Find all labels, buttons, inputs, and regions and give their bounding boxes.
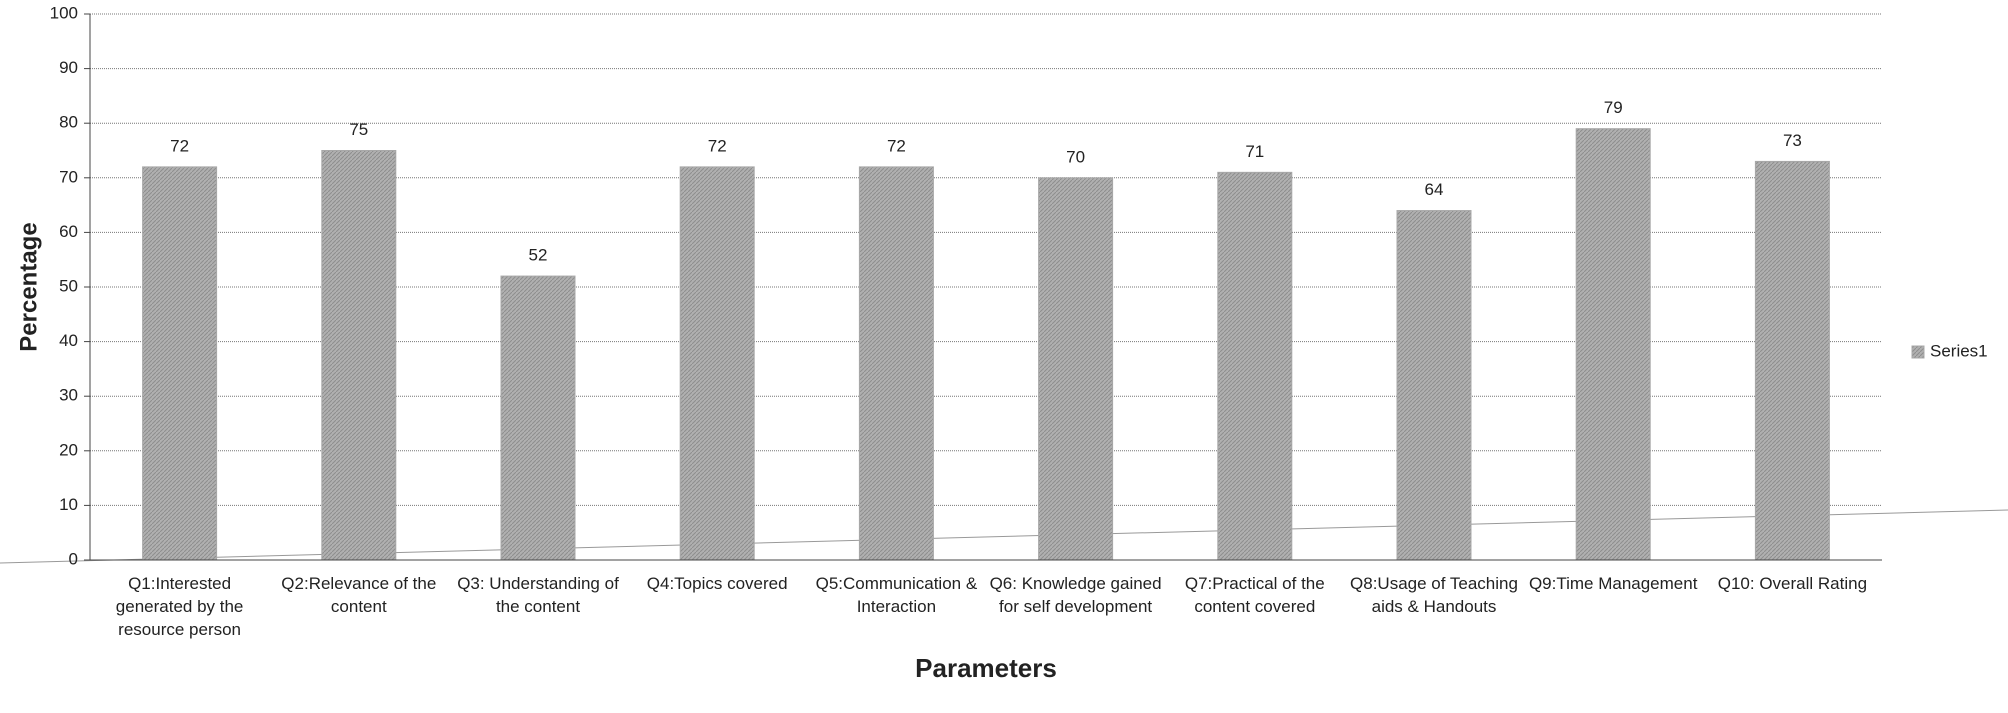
x-tick-label: Q10: Overall Rating bbox=[1717, 574, 1868, 593]
x-tick-label: Q1:Interested generated by the resource … bbox=[115, 574, 244, 639]
x-tick-label: Q8:Usage of Teaching aids & Handouts bbox=[1350, 574, 1518, 616]
x-axis-label: Parameters bbox=[915, 653, 1057, 683]
value-label: 73 bbox=[1783, 131, 1802, 150]
value-label: 72 bbox=[887, 136, 906, 155]
x-tick-label: Q2:Relevance of the content bbox=[281, 574, 437, 616]
y-tick-label: 20 bbox=[59, 440, 78, 459]
bar bbox=[1575, 128, 1651, 561]
y-tick-label: 100 bbox=[50, 3, 78, 22]
value-label: 75 bbox=[349, 120, 368, 139]
legend-label: Series1 bbox=[1930, 341, 1988, 360]
bar bbox=[1217, 171, 1293, 561]
decor-line bbox=[0, 509, 2008, 564]
y-tick-label: 50 bbox=[59, 276, 78, 295]
value-label: 70 bbox=[1066, 147, 1085, 166]
bar bbox=[321, 150, 397, 561]
value-label: 64 bbox=[1425, 180, 1444, 199]
bar bbox=[500, 275, 576, 561]
value-label: 79 bbox=[1604, 98, 1623, 117]
value-label: 52 bbox=[529, 246, 548, 265]
value-label: 71 bbox=[1245, 142, 1264, 161]
bar bbox=[858, 166, 934, 561]
x-tick-label: Q4:Topics covered bbox=[646, 574, 788, 593]
value-label: 72 bbox=[708, 136, 727, 155]
x-tick-label: Q3: Understanding of the content bbox=[457, 574, 619, 616]
y-tick-label: 40 bbox=[59, 331, 78, 350]
x-tick-label: Q6: Knowledge gained for self developmen… bbox=[989, 574, 1162, 616]
y-axis-label: Percentage bbox=[15, 222, 42, 351]
y-tick-label: 60 bbox=[59, 222, 78, 241]
y-tick-label: 30 bbox=[59, 386, 78, 405]
x-tick-label: Q9:Time Management bbox=[1528, 574, 1698, 593]
y-tick-label: 90 bbox=[59, 58, 78, 77]
bar bbox=[1754, 160, 1830, 561]
legend-swatch bbox=[1911, 345, 1925, 359]
value-label: 72 bbox=[170, 136, 189, 155]
bar bbox=[142, 166, 218, 561]
bar bbox=[1396, 210, 1472, 561]
bar bbox=[679, 166, 755, 561]
y-tick-label: 70 bbox=[59, 167, 78, 186]
y-tick-label: 10 bbox=[59, 495, 78, 514]
bar bbox=[1038, 177, 1114, 561]
y-tick-label: 80 bbox=[59, 113, 78, 132]
y-tick-label: 0 bbox=[69, 549, 78, 568]
x-tick-label: Q5:Communication & Interaction bbox=[815, 574, 978, 616]
x-tick-label: Q7:Practical of the content covered bbox=[1184, 574, 1325, 616]
